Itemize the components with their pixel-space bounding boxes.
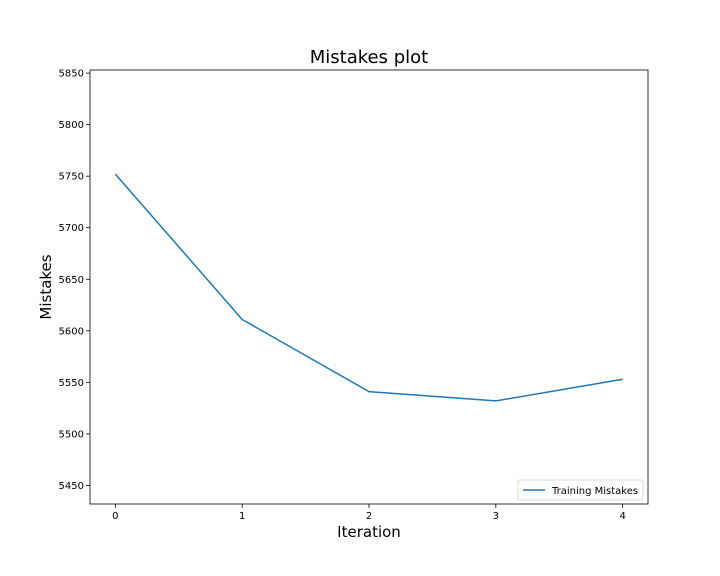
x-axis-label: Iteration — [337, 523, 401, 541]
y-tick-label: 5700 — [59, 223, 84, 234]
chart-title: Mistakes plot — [310, 47, 428, 68]
y-tick-label: 5450 — [59, 481, 84, 492]
x-tick-label: 1 — [239, 511, 245, 522]
y-tick-label: 5800 — [59, 120, 84, 131]
x-tick-label: 2 — [366, 511, 372, 522]
y-axis-label: Mistakes — [37, 254, 55, 319]
y-tick-label: 5650 — [59, 275, 84, 286]
x-axis-ticks: 0 1 2 3 4 — [112, 504, 626, 522]
y-tick-label: 5850 — [59, 69, 84, 80]
legend-label: Training Mistakes — [551, 486, 638, 497]
plot-area-frame — [89, 69, 649, 505]
y-tick-label: 5500 — [59, 429, 84, 440]
x-tick-label: 0 — [112, 511, 118, 522]
y-tick-label: 5750 — [59, 172, 84, 183]
y-tick-label: 5550 — [59, 378, 84, 389]
legend: Training Mistakes — [517, 479, 644, 501]
y-tick-label: 5600 — [59, 326, 84, 337]
legend-box — [517, 479, 644, 501]
training-mistakes-points — [115, 174, 623, 402]
x-tick-label: 3 — [493, 511, 499, 522]
y-axis-ticks: 5450 5500 5550 5600 5650 5700 5750 5800 5850 — [59, 69, 90, 492]
x-tick-label: 4 — [619, 511, 625, 522]
